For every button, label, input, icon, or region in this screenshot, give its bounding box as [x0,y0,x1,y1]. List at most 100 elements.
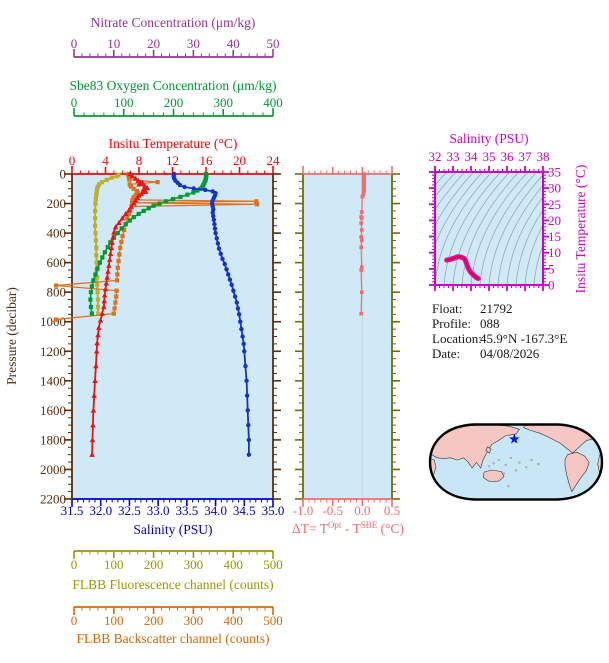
tick-label: 4 [102,153,109,168]
tick-label: 8 [136,153,143,168]
tick-label: 5 [548,261,555,276]
tick-label: 200 [144,613,164,628]
series-salinity [171,171,252,457]
delta-plot-area [303,174,392,499]
tick-label: 20 [147,36,160,51]
fluorescence-axis-title: FLBB Fluorescence channel (counts) [72,577,273,592]
tick-label: 300 [184,613,204,628]
tick-label: 33.0 [147,503,170,518]
tick-label: 100 [104,613,124,628]
tick-label: 100 [114,95,134,110]
map-japan [485,446,492,454]
delta-t-axis-title: ΔT= TOpt - TSBE (°C) [292,520,404,536]
float-location-star-icon [509,433,520,444]
ts-salinity-title: Salinity (PSU) [449,131,528,146]
map-greenland [588,425,598,433]
tick-label: 50 [267,36,280,51]
delta-t-title-sup: Opt [328,520,342,530]
tick-label: 0 [71,557,78,572]
tick-label: 37 [519,149,533,164]
tick-label: 200 [164,95,184,110]
tick-label: 2000 [40,462,66,477]
info-location-label: Location: [432,331,482,346]
tick-label: 34.0 [204,503,227,518]
info-profile-label: Profile: [432,316,471,331]
tick-label: 10 [548,245,561,260]
tick-label: 1400 [40,373,66,388]
info-date-value: 04/08/2026 [480,346,540,361]
tick-label: 200 [144,557,164,572]
tick-label: 36 [501,149,515,164]
tick-label: 31.5 [61,503,84,518]
tick-label: 300 [184,557,204,572]
tick-label: 30 [548,181,561,196]
tick-label: 35.0 [262,503,285,518]
tick-label: -1.0 [293,503,314,518]
tick-label: 10 [107,36,120,51]
series-temperature [89,171,151,457]
tick-label: 0.0 [354,503,370,518]
temperature-axis-title: Insitu Temperature (°C) [109,136,238,151]
tick-label: 1200 [40,344,66,359]
series-oxygen [88,171,209,316]
tick-label: 20 [548,213,561,228]
tick-label: 200 [47,196,67,211]
tick-label: 35 [548,165,561,180]
tick-label: 30 [187,36,200,51]
tick-label: 300 [214,95,234,110]
tick-label: 35 [483,149,496,164]
tick-label: 16 [200,153,214,168]
tick-label: 2200 [40,492,66,507]
tick-label: 0 [60,167,67,182]
ts-temperature-title: Insitu Temperature (°C) [573,165,588,294]
map-land [430,424,602,493]
static-labels-layer: Nitrate Concentration (μm/kg) Sbe83 Oxyg… [4,15,588,646]
tick-label: 0 [71,613,78,628]
delta-t-title-part: (°C) [377,521,404,536]
nitrate-axis-title: Nitrate Concentration (μm/kg) [91,15,256,30]
tick-label: 800 [47,285,67,300]
map-australia [482,469,505,482]
tick-label: 34.5 [233,503,256,518]
ts-track [444,254,481,281]
tick-label: 32.0 [89,503,112,518]
tick-label: 25 [548,197,561,212]
tick-label: 15 [548,229,561,244]
tick-label: 400 [47,226,67,241]
tick-label: 400 [263,95,283,110]
delta-t-title-part: - T [341,521,361,536]
oxygen-axis-title: Sbe83 Oxygen Concentration (μm/kg) [69,78,276,93]
info-date-label: Date: [432,346,460,361]
tick-label: 32 [429,149,442,164]
tick-label: 20 [233,153,246,168]
tick-label: 600 [47,255,67,270]
world-map [428,423,604,501]
tick-label: 0 [69,153,76,168]
tick-label: 1600 [40,403,66,418]
tick-label: 1000 [40,314,66,329]
ts-isopycnal-contours [435,172,543,285]
delta-t-title-part: ΔT= T [292,521,329,536]
info-profile-value: 088 [480,316,500,331]
tick-label: 34 [465,149,479,164]
tick-label: 33 [447,149,460,164]
info-location-value: 45.9°N -167.3°E [480,331,567,346]
tick-label: 32.5 [118,503,141,518]
map-south-america [564,451,590,493]
tick-label: 1800 [40,432,66,447]
salinity-axis-title: Salinity (PSU) [133,522,212,537]
tick-label: 0 [548,278,555,293]
tick-label: 0 [71,95,78,110]
tick-label: 500 [263,557,283,572]
info-float-label: Float: [432,301,462,316]
tick-label: -0.5 [322,503,343,518]
tick-label: 0 [71,36,78,51]
profile-plot-area [72,174,273,499]
delta-t-title-sup: SBE [361,520,378,530]
tick-label: 40 [227,36,240,51]
tick-label: 500 [263,613,283,628]
tick-label: 400 [223,557,243,572]
tick-label: 0.5 [384,503,400,518]
